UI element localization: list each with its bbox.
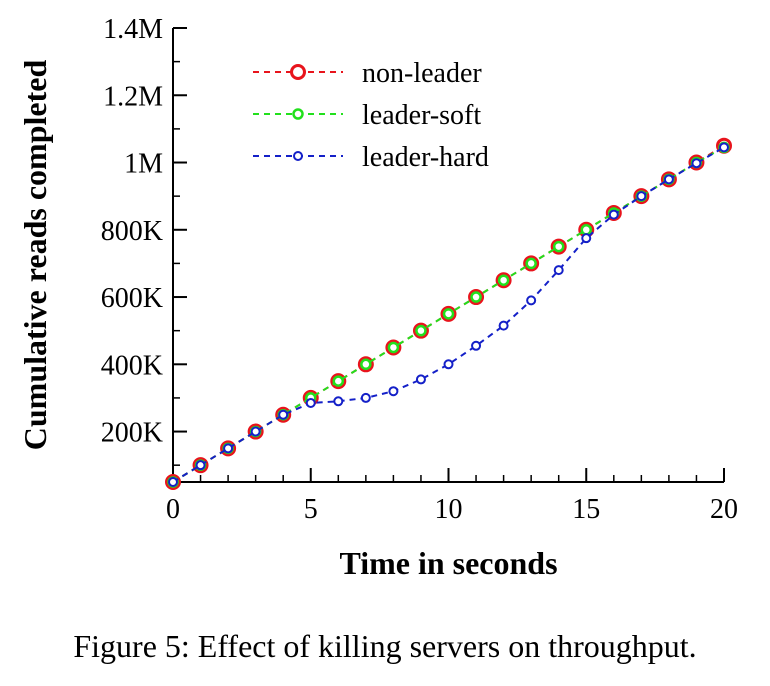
series-layer: [165, 137, 732, 490]
y-tick-label: 1.4M: [103, 14, 163, 45]
legend-label: leader-hard: [362, 142, 489, 173]
data-point: [305, 397, 316, 408]
legend: non-leader leader-soft leader-hard: [253, 58, 489, 173]
data-point: [443, 359, 454, 370]
y-tick-label: 1M: [124, 149, 163, 180]
data-point: [691, 158, 702, 169]
data-point: [332, 375, 345, 387]
data-point: [636, 191, 647, 202]
legend-marker: [292, 108, 304, 120]
data-point: [333, 396, 344, 407]
data-point: [278, 409, 289, 420]
data-point: [663, 174, 674, 185]
data-point: [552, 240, 565, 253]
data-point: [719, 142, 729, 153]
figure-caption: Figure 5: Effect of killing servers on t…: [73, 628, 697, 664]
legend-label: non-leader: [362, 58, 482, 89]
legend-marker: [293, 151, 303, 161]
data-point: [360, 392, 371, 403]
data-point: [608, 209, 619, 220]
legend-label: leader-soft: [362, 100, 481, 131]
x-tick-label: 5: [304, 494, 318, 525]
data-point: [388, 386, 399, 397]
chart: 200K 400K 600K 800K 1M 1.2M 1.4M 0 5 10 15 20 non-l…: [17, 14, 738, 581]
y-tick-label: 600K: [101, 283, 163, 314]
data-point: [470, 291, 482, 303]
data-point: [360, 358, 372, 371]
y-tick-label: 800K: [101, 216, 163, 247]
data-point: [581, 233, 592, 244]
x-axis-title: Time in seconds: [339, 545, 557, 581]
data-point: [250, 426, 261, 437]
series-leader-hard: [168, 142, 729, 487]
data-point: [415, 374, 426, 385]
x-tick-label: 0: [166, 494, 180, 525]
data-point: [526, 295, 537, 306]
data-point: [498, 320, 509, 331]
data-point: [471, 340, 482, 351]
data-point: [168, 477, 178, 487]
legend-marker: [290, 64, 306, 80]
data-point: [415, 324, 427, 337]
y-tick-label: 400K: [101, 350, 163, 381]
data-point: [387, 341, 400, 354]
x-tick-label: 10: [435, 494, 463, 525]
data-point: [223, 443, 234, 454]
y-tick-label: 200K: [101, 418, 163, 449]
data-point: [553, 265, 564, 276]
x-tick-label: 15: [572, 494, 600, 525]
x-tick-label: 20: [710, 494, 738, 525]
data-point: [195, 460, 206, 471]
data-point: [525, 257, 537, 270]
data-point: [580, 224, 592, 236]
y-axis-title: Cumulative reads completed: [17, 60, 53, 451]
axes: 200K 400K 600K 800K 1M 1.2M 1.4M 0 5 10 15 20: [101, 14, 738, 525]
y-tick-label: 1.2M: [103, 81, 163, 112]
data-point: [442, 308, 455, 320]
data-point: [497, 274, 510, 286]
series-line: [172, 146, 725, 483]
